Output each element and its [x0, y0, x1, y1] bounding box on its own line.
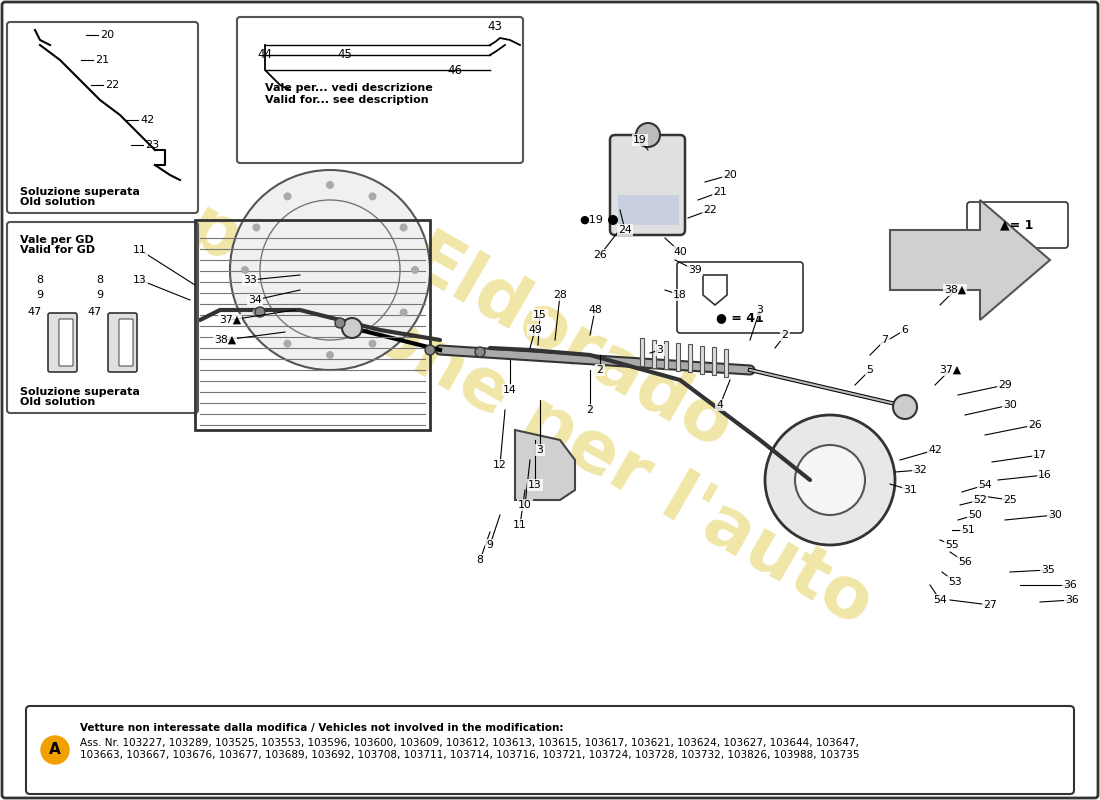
Text: ▲= 1: ▲= 1: [1000, 218, 1034, 231]
Circle shape: [284, 192, 292, 200]
Text: Vale per GD: Vale per GD: [20, 235, 94, 245]
Text: 6: 6: [902, 325, 909, 335]
Polygon shape: [652, 339, 656, 367]
Text: 26: 26: [593, 250, 607, 260]
Polygon shape: [688, 344, 692, 372]
Text: 8: 8: [476, 555, 483, 565]
Text: 43: 43: [487, 21, 503, 34]
Circle shape: [241, 266, 249, 274]
Text: Valid for... see description: Valid for... see description: [265, 95, 429, 105]
Circle shape: [795, 445, 865, 515]
Text: 2: 2: [586, 405, 593, 415]
Bar: [618, 195, 679, 225]
Text: 11: 11: [513, 520, 527, 530]
Text: 12: 12: [493, 460, 507, 470]
Text: Eldorado
passione per l'auto: Eldorado passione per l'auto: [175, 121, 925, 639]
Text: 46: 46: [448, 63, 462, 77]
Text: ●19: ●19: [579, 215, 603, 225]
Circle shape: [41, 736, 69, 764]
Text: 56: 56: [958, 557, 972, 567]
Text: 30: 30: [1048, 510, 1062, 520]
Text: 16: 16: [1038, 470, 1052, 480]
Text: 36: 36: [1065, 595, 1079, 605]
Text: 34: 34: [249, 295, 262, 305]
Text: 29: 29: [998, 380, 1012, 390]
Text: 3: 3: [657, 345, 663, 355]
FancyBboxPatch shape: [108, 313, 138, 372]
Circle shape: [425, 345, 435, 355]
Circle shape: [252, 223, 261, 231]
Text: 22: 22: [703, 205, 717, 215]
Text: 11: 11: [133, 245, 147, 255]
Text: 19: 19: [634, 135, 647, 145]
Polygon shape: [676, 342, 680, 370]
Text: 14: 14: [503, 385, 517, 395]
Text: 31: 31: [903, 485, 917, 495]
Text: 5: 5: [867, 365, 873, 375]
Text: 21: 21: [95, 55, 109, 65]
Text: 9: 9: [97, 290, 103, 300]
Text: 37▲: 37▲: [219, 315, 241, 325]
Text: 53: 53: [948, 577, 961, 587]
FancyBboxPatch shape: [59, 319, 73, 366]
Circle shape: [608, 215, 618, 225]
Circle shape: [893, 395, 917, 419]
Text: 10: 10: [518, 500, 532, 510]
FancyBboxPatch shape: [236, 17, 522, 163]
Text: 26: 26: [1028, 420, 1042, 430]
Text: Vale per... vedi descrizione: Vale per... vedi descrizione: [265, 83, 432, 93]
Text: 47: 47: [28, 307, 42, 317]
Circle shape: [326, 351, 334, 359]
Text: 37▲: 37▲: [939, 365, 961, 375]
Text: 28: 28: [553, 290, 566, 300]
Text: Old solution: Old solution: [20, 397, 96, 407]
Text: 20: 20: [100, 30, 114, 40]
FancyBboxPatch shape: [610, 135, 685, 235]
Polygon shape: [664, 341, 668, 369]
FancyBboxPatch shape: [676, 262, 803, 333]
Circle shape: [399, 223, 408, 231]
Text: 32: 32: [913, 465, 927, 475]
Text: 39: 39: [689, 265, 702, 275]
Text: 23: 23: [145, 140, 160, 150]
Text: 13: 13: [528, 480, 542, 490]
Text: 17: 17: [1033, 450, 1047, 460]
Text: 48: 48: [588, 305, 602, 315]
Text: Soluzione superata: Soluzione superata: [20, 187, 140, 197]
Text: 44: 44: [257, 49, 273, 62]
Text: 15: 15: [534, 310, 547, 320]
Text: 25: 25: [1003, 495, 1016, 505]
Text: 7: 7: [881, 335, 889, 345]
Circle shape: [336, 318, 345, 328]
Polygon shape: [724, 349, 728, 377]
Text: 54: 54: [978, 480, 992, 490]
Text: 55: 55: [945, 540, 959, 550]
Text: 8: 8: [97, 275, 103, 285]
Circle shape: [252, 309, 261, 317]
Circle shape: [368, 340, 376, 348]
Polygon shape: [515, 430, 575, 500]
Circle shape: [230, 170, 430, 370]
Polygon shape: [640, 338, 643, 366]
Text: Vetture non interessate dalla modifica / Vehicles not involved in the modificati: Vetture non interessate dalla modifica /…: [80, 723, 563, 733]
Polygon shape: [890, 200, 1050, 320]
Circle shape: [764, 415, 895, 545]
Text: 3: 3: [537, 445, 543, 455]
Text: 40: 40: [673, 247, 686, 257]
Text: Soluzione superata: Soluzione superata: [20, 387, 140, 397]
Text: 50: 50: [968, 510, 982, 520]
Text: 27: 27: [983, 600, 997, 610]
Text: 8: 8: [36, 275, 44, 285]
Circle shape: [255, 307, 265, 317]
Text: 9: 9: [36, 290, 44, 300]
Text: 42: 42: [140, 115, 154, 125]
Polygon shape: [712, 347, 716, 375]
Text: 20: 20: [723, 170, 737, 180]
Circle shape: [475, 347, 485, 357]
FancyBboxPatch shape: [7, 222, 198, 413]
Text: Valid for GD: Valid for GD: [20, 245, 95, 255]
Text: 38▲: 38▲: [213, 335, 236, 345]
Circle shape: [284, 340, 292, 348]
Text: 51: 51: [961, 525, 975, 535]
